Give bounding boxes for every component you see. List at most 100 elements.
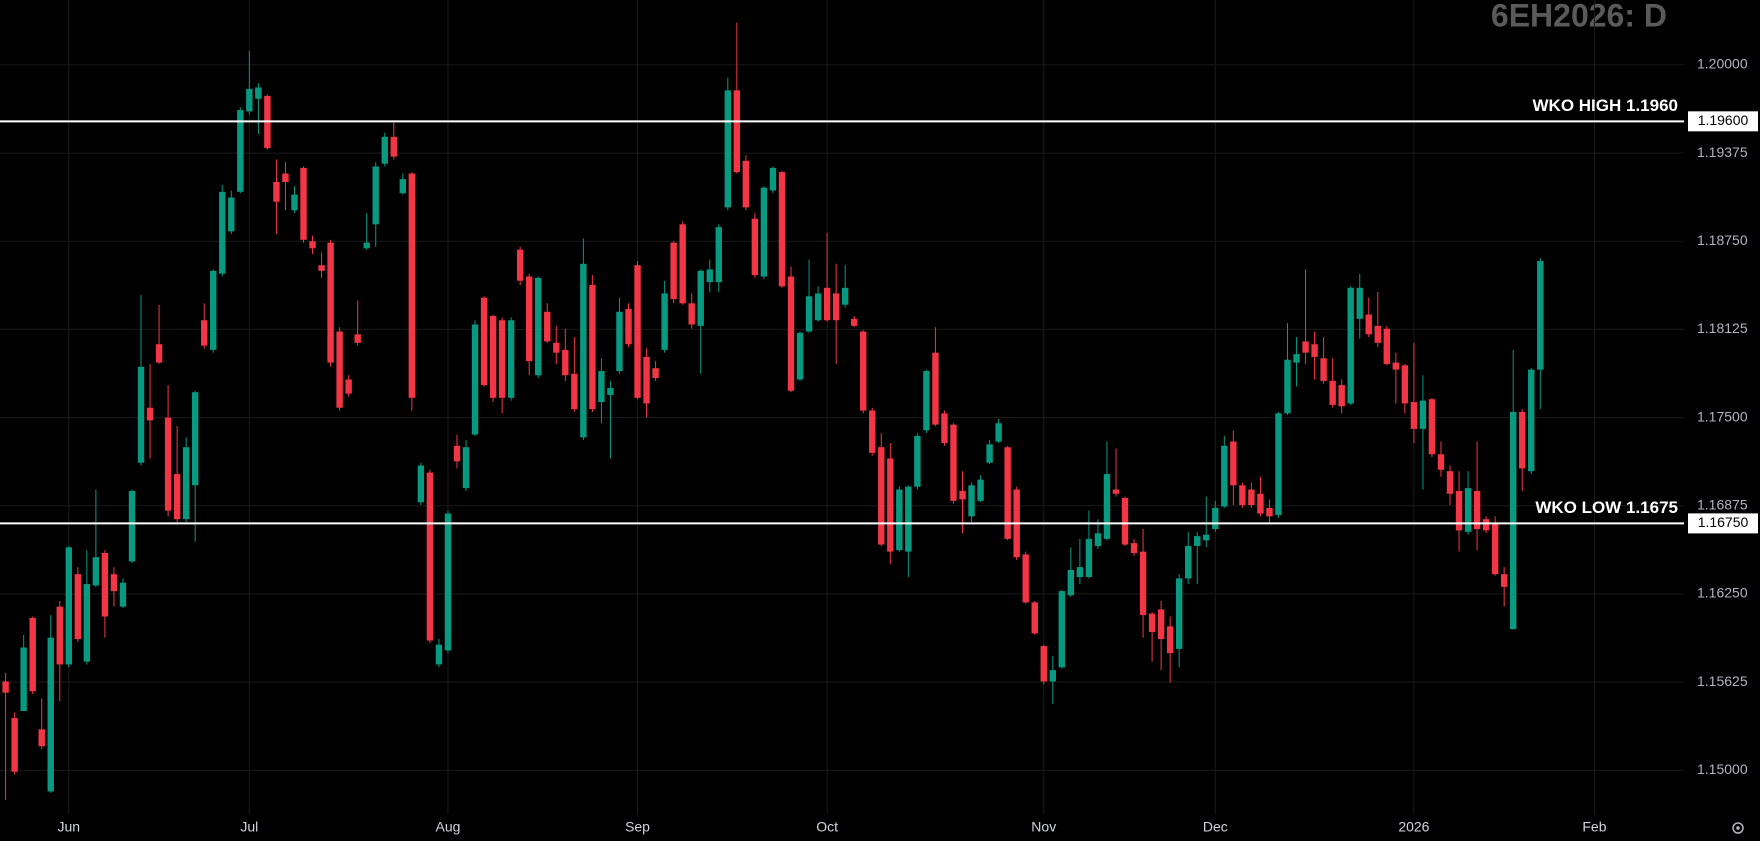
- candle-body: [923, 371, 930, 431]
- candle-body: [571, 373, 578, 410]
- candle-body: [453, 445, 461, 462]
- candle-body: [1356, 287, 1363, 319]
- candle-body: [1338, 385, 1345, 407]
- candle-body: [661, 293, 668, 350]
- candle-body: [1157, 609, 1165, 640]
- candle-body: [995, 423, 1002, 442]
- candle-body: [986, 444, 993, 463]
- price-tag-label: 1.19600: [1698, 112, 1749, 128]
- candle-body: [1004, 447, 1011, 539]
- candle-body: [553, 342, 560, 353]
- candle-body: [670, 242, 677, 300]
- candle-body: [1031, 602, 1038, 634]
- candle-body: [625, 308, 632, 345]
- candle-body: [1194, 536, 1201, 546]
- candle-body: [1121, 497, 1129, 545]
- candle-body: [869, 410, 876, 453]
- candle-body: [182, 447, 190, 520]
- candle-body: [1464, 488, 1472, 532]
- x-tick-label: Feb: [1582, 819, 1606, 835]
- candle-body: [201, 320, 208, 346]
- candle-body: [381, 136, 388, 164]
- candle-body: [435, 644, 443, 665]
- candle-body: [1437, 454, 1445, 470]
- candle-body: [1040, 646, 1047, 682]
- candle-body: [1491, 523, 1499, 575]
- candle-body: [237, 110, 244, 192]
- candle-body: [1500, 574, 1508, 587]
- candle-body: [92, 557, 100, 586]
- overlays: WKO HIGH 1.1960 1.19600 WKO LOW 1.1675 1.16…: [0, 96, 1758, 534]
- x-tick-label: Dec: [1203, 819, 1228, 835]
- candle-body: [832, 293, 840, 321]
- settings-icon-dot[interactable]: [1736, 826, 1740, 830]
- y-tick-label: 1.18125: [1697, 320, 1748, 336]
- y-tick-label: 1.19375: [1697, 144, 1748, 160]
- candle-body: [155, 344, 163, 363]
- candle-body: [1302, 341, 1309, 353]
- candle-body: [643, 356, 650, 404]
- candle-body: [941, 413, 948, 443]
- chart-title: 6EH2026: D: [1491, 0, 1667, 33]
- candle-body: [733, 90, 741, 173]
- candle-body: [1519, 411, 1526, 469]
- y-tick-label: 1.18750: [1697, 232, 1748, 248]
- candle-body: [562, 349, 569, 376]
- candle-body: [778, 172, 786, 287]
- candle-body: [841, 287, 849, 305]
- candle-body: [498, 320, 506, 398]
- candle-body: [1139, 551, 1147, 616]
- candle-body: [814, 293, 822, 321]
- candle-body: [805, 296, 813, 332]
- candle-body: [968, 485, 975, 517]
- level-label: WKO LOW 1.1675: [1535, 498, 1678, 517]
- candle-body: [525, 276, 533, 362]
- settings-icon-ring[interactable]: [1732, 822, 1744, 834]
- candle-body: [146, 407, 154, 421]
- level-label: WKO HIGH 1.1960: [1533, 96, 1679, 115]
- candle-body: [282, 173, 289, 182]
- candle-body: [309, 241, 316, 249]
- candle-body: [1392, 362, 1400, 370]
- candle-body: [932, 352, 939, 425]
- candle-body: [47, 637, 54, 792]
- candle-body: [11, 718, 18, 772]
- candle-body: [1076, 567, 1084, 577]
- x-tick-label: 2026: [1398, 819, 1429, 835]
- candle-body: [1085, 538, 1093, 577]
- candle-body: [1446, 471, 1454, 494]
- candle-body: [887, 458, 894, 552]
- candle-body: [210, 270, 217, 350]
- settings-icon[interactable]: [1732, 822, 1744, 834]
- candle-body: [580, 263, 587, 438]
- price-tag-label: 1.16750: [1698, 514, 1749, 530]
- candle-body: [137, 366, 145, 463]
- candle-body: [1058, 591, 1066, 668]
- candle-body: [1148, 613, 1156, 633]
- candle-body: [1528, 369, 1535, 472]
- candle-body: [1365, 314, 1372, 335]
- candle-body: [101, 553, 109, 617]
- candle-body: [291, 194, 298, 211]
- candle-body: [1112, 489, 1120, 494]
- y-tick-label: 1.20000: [1697, 56, 1748, 72]
- x-tick-label: Nov: [1031, 819, 1056, 835]
- candle-body: [83, 584, 91, 662]
- candle-body: [1428, 399, 1436, 455]
- candle-body: [1067, 569, 1075, 596]
- candle-body: [2, 681, 9, 693]
- candle-body: [372, 166, 379, 225]
- candle-body: [1275, 413, 1282, 515]
- candle-body: [65, 547, 72, 665]
- candle-body: [914, 435, 921, 487]
- candle-body: [390, 136, 397, 157]
- candle-body: [1022, 554, 1029, 603]
- candle-body: [959, 490, 966, 500]
- candle-body: [128, 490, 136, 562]
- candle-body: [1130, 543, 1138, 554]
- candle-body: [1320, 358, 1327, 381]
- candle-body: [1293, 354, 1300, 363]
- candle-body: [345, 379, 352, 394]
- y-tick-label: 1.15000: [1697, 761, 1748, 777]
